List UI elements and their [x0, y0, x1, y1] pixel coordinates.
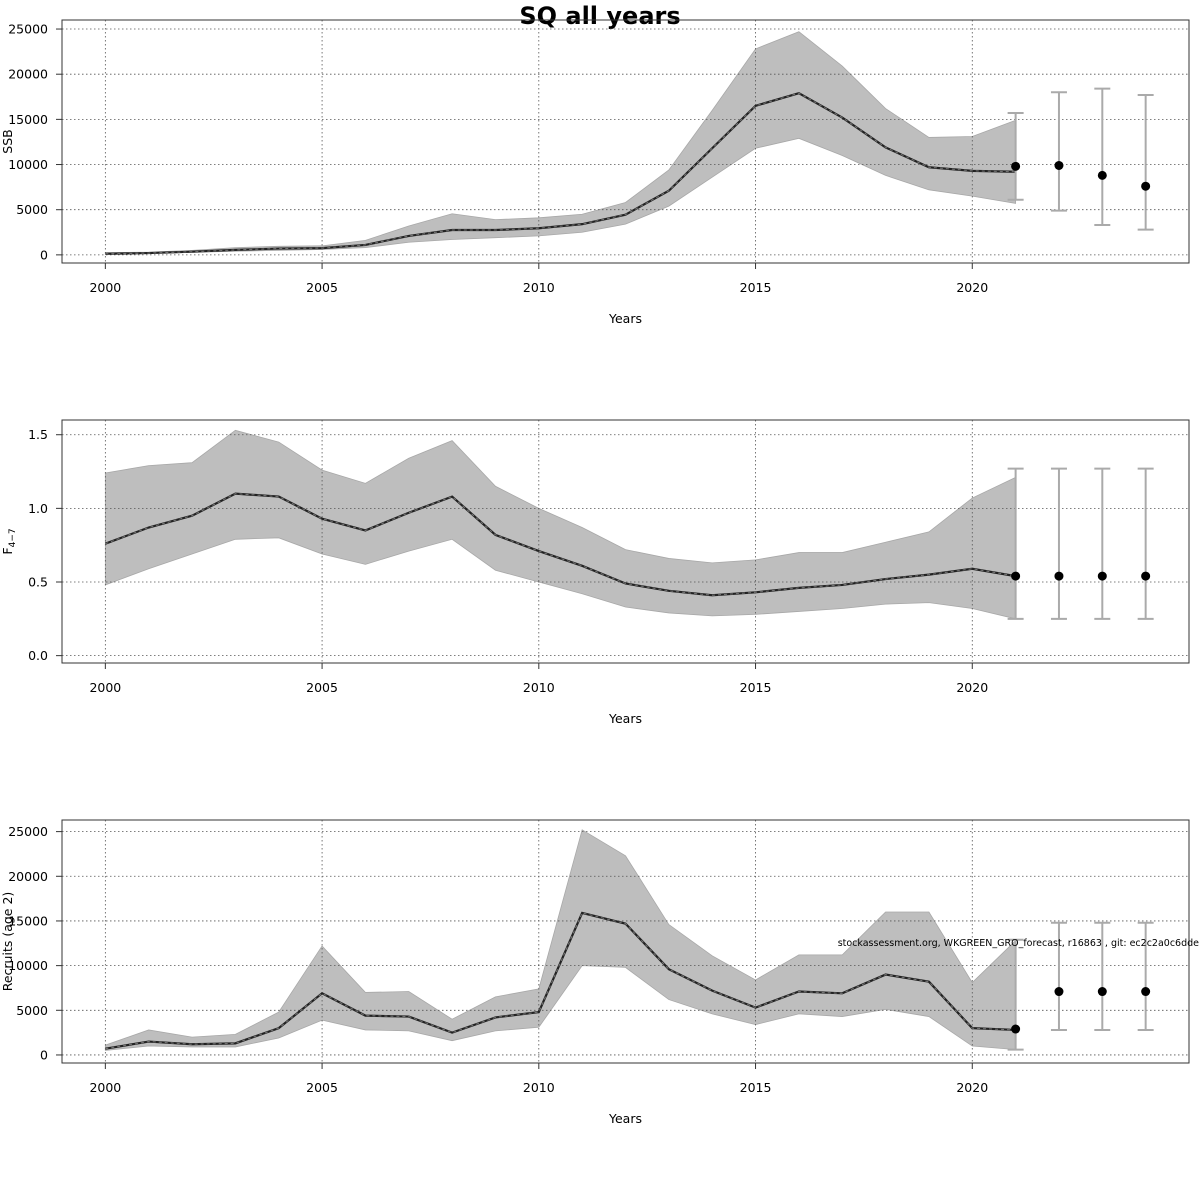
forecast-point: [1054, 160, 1064, 170]
estimate-line-dashed: [105, 912, 1016, 1050]
confidence-band: [104, 429, 1017, 620]
x-tick-label: 2020: [956, 1080, 988, 1095]
x-tick-label: 2010: [523, 280, 555, 295]
forecast-point: [1141, 571, 1151, 581]
y-axis-title: F4−7: [0, 528, 18, 554]
x-tick-label: 2010: [523, 1080, 555, 1095]
forecast-point: [1097, 170, 1107, 180]
forecast-point: [1097, 571, 1107, 581]
forecast-point: [1141, 181, 1151, 191]
x-axis-title: Years: [608, 711, 642, 726]
x-tick-label: 2000: [89, 280, 121, 295]
x-tick-label: 2020: [956, 280, 988, 295]
watermark-text: stockassessment.org, WKGREEN_GRO_forecas…: [838, 938, 1199, 949]
y-tick-label: 25000: [8, 22, 48, 37]
y-tick-label: 5000: [16, 202, 48, 217]
y-tick-label: 5000: [16, 1003, 48, 1018]
y-tick-label: 15000: [8, 112, 48, 127]
x-tick-label: 2005: [306, 1080, 338, 1095]
x-tick-label: 2015: [740, 1080, 772, 1095]
x-tick-label: 2000: [89, 1080, 121, 1095]
y-tick-label: 0.5: [28, 575, 48, 590]
y-tick-label: 20000: [8, 869, 48, 884]
forecast-point: [1097, 987, 1107, 997]
forecast-point: [1011, 161, 1021, 171]
y-tick-label: 0.0: [28, 648, 48, 663]
panel-1: 2000 2005 2010 2015 2020 0 5000 10000 15000 20000…: [0, 19, 1190, 326]
x-tick-label: 2015: [740, 280, 772, 295]
x-tick-label: 2020: [956, 680, 988, 695]
plot-frame: [61, 419, 1190, 664]
x-tick-label: 2010: [523, 680, 555, 695]
y-tick-label: 15000: [8, 913, 48, 928]
estimate-line-dashed: [105, 493, 1016, 596]
y-tick-label: 0: [40, 247, 48, 262]
y-tick-label: 0: [40, 1047, 48, 1062]
x-tick-label: 2000: [89, 680, 121, 695]
x-tick-label: 2005: [306, 280, 338, 295]
y-axis-title: SSB: [0, 129, 15, 153]
y-axis-title-subscript: 4−7: [8, 528, 18, 547]
y-tick-label: 10000: [8, 958, 48, 973]
plot-frame: [61, 19, 1190, 264]
plot-frame: [61, 819, 1190, 1064]
forecast-point: [1054, 571, 1064, 581]
forecast-point: [1011, 571, 1021, 581]
panel-2: 2000 2005 2010 2015 2020 0.0 0.5 1.0 1.5 Years F4−…: [0, 419, 1190, 726]
estimate-line-dashed: [105, 92, 1016, 255]
x-tick-label: 2005: [306, 680, 338, 695]
y-axis-title: Recruits (age 2): [0, 892, 15, 992]
y-tick-label: 10000: [8, 157, 48, 172]
forecast-point: [1141, 987, 1151, 997]
y-tick-label: 20000: [8, 67, 48, 82]
x-tick-label: 2015: [740, 680, 772, 695]
y-tick-label: 25000: [8, 824, 48, 839]
forecast-point: [1054, 987, 1064, 997]
y-tick-label: 1.0: [28, 501, 48, 516]
y-tick-label: 1.5: [28, 427, 48, 442]
confidence-band: [104, 31, 1017, 255]
x-axis-title: Years: [608, 1111, 642, 1126]
chart-title: SQ all years: [519, 2, 681, 30]
panel-3: 2000 2005 2010 2015 2020 0 5000 10000 15000 20000…: [0, 819, 1190, 1126]
forecast-point: [1011, 1024, 1021, 1034]
x-axis-title: Years: [608, 311, 642, 326]
